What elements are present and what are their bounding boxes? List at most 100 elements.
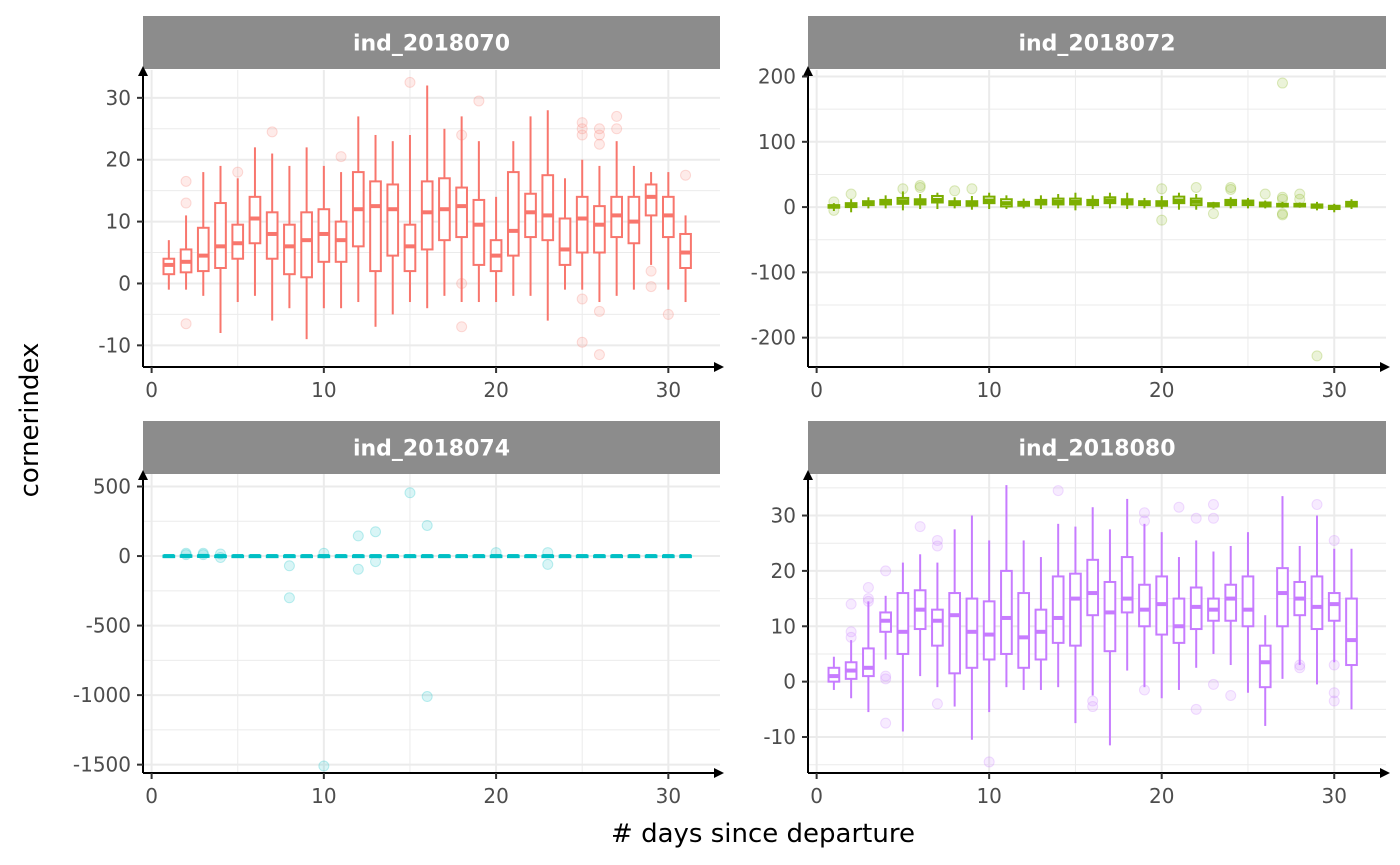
outlier-point [180, 318, 192, 330]
x-tick-label: 0 [810, 784, 823, 808]
box-iqr [982, 600, 996, 661]
facet-strip-label: ind_2018070 [353, 32, 510, 57]
box-iqr [1017, 592, 1031, 669]
y-tick-label: -500 [86, 614, 131, 638]
outlier-point [1328, 695, 1340, 707]
boxplot-day-11 [334, 554, 348, 559]
boxplot-day-27 [1276, 201, 1289, 208]
box-iqr [472, 198, 486, 266]
outlier-point [1328, 534, 1340, 546]
outlier-point [1225, 183, 1237, 195]
boxplot-day-16 [420, 85, 434, 309]
box-iqr [1034, 608, 1048, 661]
boxplot-day-15 [403, 134, 417, 303]
boxplot-day-18 [1120, 498, 1134, 671]
outlier-point [593, 138, 605, 150]
boxplot-day-22 [1189, 540, 1203, 668]
outlier-point [593, 123, 605, 135]
outlier-point [1225, 689, 1237, 701]
boxplot-day-20 [1155, 532, 1169, 699]
outlier-point [1311, 350, 1323, 362]
box-iqr [1241, 575, 1255, 628]
boxplot-day-13 [369, 134, 382, 327]
boxplot-day-15 [1069, 526, 1082, 724]
box-iqr [1276, 567, 1289, 628]
boxplot-day-31 [1345, 548, 1358, 710]
outlier-point [1190, 703, 1202, 715]
boxplot-day-2 [179, 553, 193, 558]
outlier-point [1190, 512, 1202, 524]
box-iqr [558, 217, 572, 266]
outlier-point [845, 626, 857, 638]
outlier-point [845, 188, 857, 200]
boxplot-day-24 [1224, 545, 1238, 666]
box-iqr [386, 183, 400, 257]
outlier-point [576, 129, 588, 141]
boxplot-day-23 [1207, 551, 1220, 654]
boxplot-day-5 [896, 562, 910, 732]
outlier-point [1207, 498, 1219, 510]
outlier-point [845, 598, 857, 610]
outlier-point [404, 76, 416, 88]
y-axis-title: cornerindex [15, 343, 45, 498]
axes: -1500 -1000 -500 0 500 0 10 20 30 [73, 470, 724, 808]
outlier-point [862, 582, 874, 594]
x-tick-label: 10 [976, 378, 1001, 402]
boxplot-day-6 [248, 554, 262, 559]
x-tick-label: 30 [656, 784, 681, 808]
box-iqr [283, 223, 296, 276]
outlier-point [645, 265, 657, 277]
boxplot-day-22 [524, 554, 537, 559]
boxplot-day-25 [1241, 532, 1255, 693]
boxplot-day-25 [575, 159, 589, 290]
boxplot-day-19 [1138, 197, 1151, 209]
boxplot-day-30 [1327, 203, 1341, 213]
box-iqr [931, 608, 944, 647]
x-axis-arrow [714, 362, 724, 372]
y-tick-label: 200 [758, 65, 796, 89]
outlier-point [1138, 507, 1150, 519]
axes: -200 -100 0 100 200 0 10 20 30 [751, 65, 1390, 402]
y-tick-label: 10 [106, 210, 131, 234]
boxplot-day-3 [196, 553, 210, 558]
outlier-point [593, 305, 605, 317]
outlier-point [318, 760, 330, 772]
boxplot-day-7 [265, 153, 279, 321]
boxplot-day-26 [593, 554, 606, 559]
boxplot-day-19 [472, 554, 486, 559]
boxplot-day-17 [438, 128, 451, 296]
boxplot-day-28 [627, 554, 641, 559]
boxplot-day-18 [455, 554, 468, 559]
boxplot-day-17 [1103, 192, 1117, 209]
boxplot-day-21 [1172, 557, 1186, 690]
boxplot-day-1 [827, 203, 841, 211]
outlier-point [593, 129, 605, 141]
outlier-point [180, 175, 192, 187]
boxplot-day-23 [1207, 201, 1220, 209]
boxplot-day-7 [931, 562, 944, 688]
boxplot-day-10 [982, 192, 996, 210]
outlier-point [914, 180, 926, 192]
boxplot-day-1 [162, 240, 176, 290]
boxplot-day-2 [844, 640, 858, 699]
y-tick-label: -1000 [73, 683, 131, 707]
outlier-point [1294, 188, 1306, 200]
box-iqr [214, 202, 227, 269]
boxplot-day-30 [661, 172, 675, 290]
x-tick-label: 30 [1322, 784, 1347, 808]
boxplot-day-25 [575, 554, 589, 559]
boxplot-day-12 [1017, 540, 1031, 690]
boxplot-day-9 [965, 515, 979, 740]
outlier-point [335, 151, 347, 163]
facet-strip-label: ind_2018072 [1018, 32, 1175, 57]
x-tick-label: 0 [145, 784, 158, 808]
boxplot-day-31 [1345, 199, 1358, 210]
outlier-point [283, 592, 295, 604]
outlier-point [370, 526, 382, 538]
boxplot-day-19 [472, 141, 486, 303]
boxplot-day-4 [214, 554, 227, 559]
boxplot-day-12 [1017, 198, 1031, 209]
box-iqr [524, 192, 537, 239]
boxplot-day-16 [1086, 507, 1100, 696]
boxplot-day-25 [1241, 197, 1255, 209]
